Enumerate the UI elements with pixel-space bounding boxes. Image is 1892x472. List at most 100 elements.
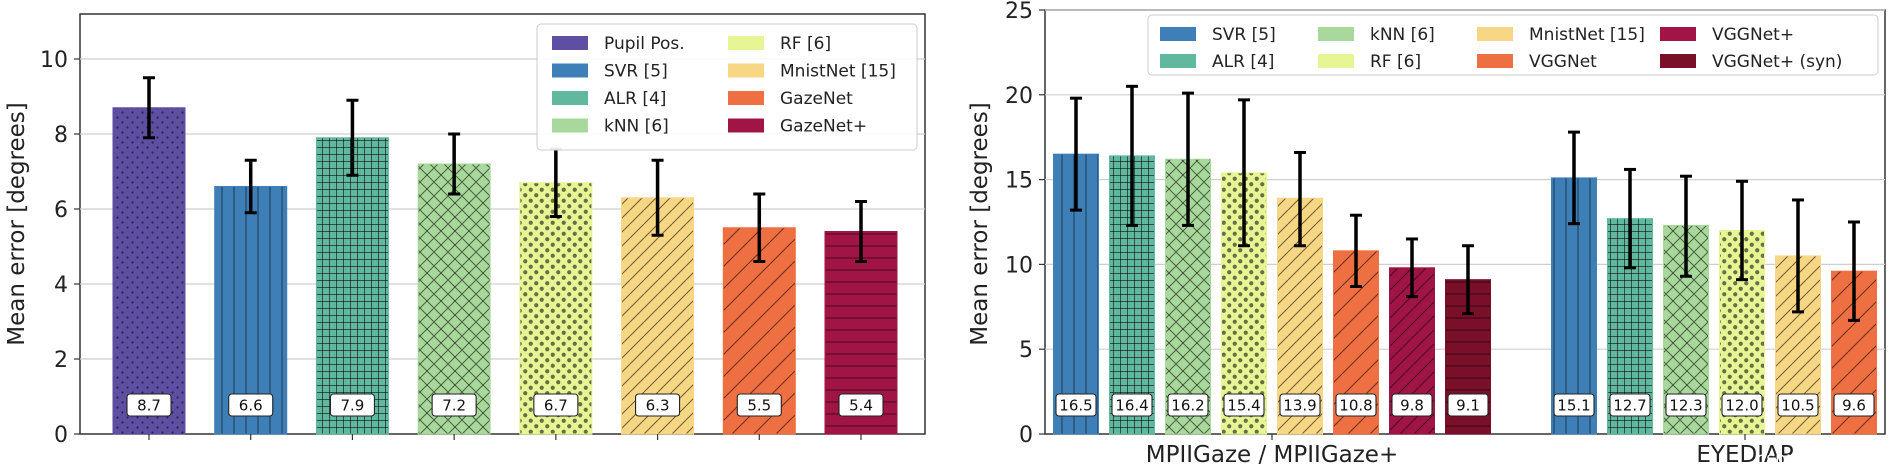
value-label-box bbox=[1223, 393, 1265, 417]
value-label-box bbox=[1391, 393, 1433, 417]
value-label-box bbox=[329, 393, 375, 417]
bar-alr-4 bbox=[315, 137, 389, 435]
legend: Pupil Pos. SVR [5] ALR [4] kNN [6] RF [6] Mni… bbox=[536, 23, 918, 151]
legend-swatch-svr-5 bbox=[1160, 27, 1196, 41]
value-label-box bbox=[1055, 393, 1097, 417]
value-label-box bbox=[1609, 393, 1651, 417]
legend-label: GazeNet+ bbox=[780, 117, 867, 137]
value-label-box bbox=[126, 393, 172, 417]
value-label-box bbox=[838, 393, 884, 417]
legend-label: SVR [5] bbox=[604, 62, 668, 82]
legend-swatch-svr-5 bbox=[552, 63, 588, 78]
value-label-box bbox=[1447, 393, 1489, 417]
value-label-box bbox=[1553, 393, 1595, 417]
y-tick-label: 5 bbox=[1019, 338, 1033, 363]
right-chart: 0 5 10 15 20 25 16.5 16.4 16.2 15.4 13.9 10.8 9.8 9.… bbox=[967, 0, 1886, 468]
legend-label: ALR [4] bbox=[604, 89, 666, 109]
legend-label: RF [6] bbox=[780, 34, 831, 54]
legend-label: RF [6] bbox=[1370, 52, 1421, 72]
bar-knn-6 bbox=[417, 163, 491, 435]
legend-label: VGGNet+ bbox=[1712, 25, 1794, 45]
legend-label: VGGNet bbox=[1529, 52, 1597, 72]
value-label: 6.6 bbox=[239, 397, 263, 415]
value-label: 6.3 bbox=[646, 397, 670, 415]
legend-swatch-knn-6 bbox=[552, 118, 588, 133]
group-labels: MPIIGaze / MPIIGaze+ EYEDIAP bbox=[1146, 434, 1794, 468]
value-label-box bbox=[1777, 393, 1819, 417]
legend-label: Pupil Pos. bbox=[604, 34, 685, 54]
value-label-box bbox=[1833, 393, 1875, 417]
value-label: 12.7 bbox=[1613, 397, 1646, 415]
watermark-text: CSDN @许可可可可 bbox=[1757, 453, 1885, 469]
value-label-box bbox=[1665, 393, 1707, 417]
value-label: 16.2 bbox=[1171, 397, 1204, 415]
legend-swatch-vggnet-syn bbox=[1660, 54, 1696, 68]
legend-box bbox=[536, 23, 918, 151]
value-label: 9.1 bbox=[1456, 397, 1480, 415]
value-label-box bbox=[1111, 393, 1153, 417]
legend-swatch-mnistnet-15 bbox=[728, 63, 764, 78]
legend-label: ALR [4] bbox=[1212, 52, 1274, 72]
y-axis-label: Mean error [degrees] bbox=[4, 102, 30, 346]
legend-swatch-gazenet bbox=[728, 91, 764, 105]
value-label: 16.4 bbox=[1115, 397, 1148, 415]
y-tick-label: 0 bbox=[1019, 423, 1033, 448]
y-axis-label: Mean error [degrees] bbox=[967, 102, 993, 346]
value-label: 15.4 bbox=[1227, 397, 1260, 415]
value-label: 5.5 bbox=[747, 397, 771, 415]
value-label: 10.8 bbox=[1339, 397, 1372, 415]
value-label: 9.8 bbox=[1400, 397, 1424, 415]
value-label-box bbox=[1167, 393, 1209, 417]
legend-label: SVR [5] bbox=[1212, 25, 1276, 45]
legend-label: VGGNet+ (syn) bbox=[1712, 52, 1842, 72]
value-label: 13.9 bbox=[1283, 397, 1316, 415]
bar-svr-5 bbox=[214, 186, 288, 435]
legend-swatch-gazenet bbox=[728, 118, 764, 133]
value-label: 9.6 bbox=[1842, 397, 1866, 415]
y-tick-label: 20 bbox=[1005, 84, 1033, 109]
legend-swatch-vggnet bbox=[1660, 27, 1696, 41]
legend: SVR [5] ALR [4] kNN [6] RF [6] MnistNet [15]… bbox=[1147, 14, 1879, 76]
bar-rf-6 bbox=[519, 182, 593, 435]
value-label-box bbox=[228, 393, 274, 417]
group-label: EYEDIAP bbox=[1696, 442, 1793, 468]
y-tick-label: 25 bbox=[1005, 0, 1033, 24]
y-tick-label: 10 bbox=[40, 48, 68, 73]
value-label-box bbox=[1335, 393, 1377, 417]
y-tick-label: 6 bbox=[54, 198, 68, 223]
bars: 8.7 6.6 7.9 7.2 6.7 6.3 5.5 5.4 bbox=[112, 76, 898, 440]
value-label: 5.4 bbox=[849, 397, 873, 415]
legend-swatch-alr-4 bbox=[1160, 54, 1196, 68]
value-label-box bbox=[1721, 393, 1763, 417]
y-tick-label: 10 bbox=[1005, 253, 1033, 278]
bar-pupil-pos bbox=[112, 107, 186, 435]
value-label: 7.2 bbox=[442, 397, 466, 415]
legend-swatch-mnistnet-15 bbox=[1477, 27, 1513, 41]
legend-swatch-alr-4 bbox=[552, 91, 588, 105]
y-tick-label: 0 bbox=[54, 423, 68, 448]
value-label: 7.9 bbox=[340, 397, 364, 415]
value-label: 12.3 bbox=[1669, 397, 1702, 415]
legend-label: kNN [6] bbox=[1370, 25, 1435, 45]
value-label-box bbox=[635, 393, 681, 417]
value-label-box bbox=[736, 393, 782, 417]
legend-swatch-vggnet bbox=[1477, 54, 1513, 68]
legend-swatch-rf-6 bbox=[728, 36, 764, 50]
y-tick-label: 15 bbox=[1005, 169, 1033, 194]
legend-swatch-rf-6 bbox=[1318, 54, 1354, 68]
y-axis-ticks: 0 5 10 15 20 25 bbox=[1005, 0, 1045, 448]
left-chart: 0 2 4 6 8 10 8.7 6.6 7.9 7.2 6.7 6.3 5.5 5.4 Mean er… bbox=[4, 13, 926, 448]
bars: 16.5 16.4 16.2 15.4 13.9 10.8 9.8 9.1 15.1 12.7 12… bbox=[1053, 84, 1877, 435]
legend-label: kNN [6] bbox=[604, 117, 669, 137]
group-label: MPIIGaze / MPIIGaze+ bbox=[1146, 442, 1398, 468]
value-label: 16.5 bbox=[1059, 397, 1092, 415]
y-axis-ticks: 0 2 4 6 8 10 bbox=[40, 48, 80, 448]
value-label: 12.0 bbox=[1725, 397, 1758, 415]
value-label: 6.7 bbox=[544, 397, 568, 415]
y-tick-label: 8 bbox=[54, 123, 68, 148]
value-label: 8.7 bbox=[137, 397, 161, 415]
legend-label: MnistNet [15] bbox=[780, 62, 896, 82]
y-tick-label: 4 bbox=[54, 273, 68, 298]
value-label: 15.1 bbox=[1557, 397, 1590, 415]
